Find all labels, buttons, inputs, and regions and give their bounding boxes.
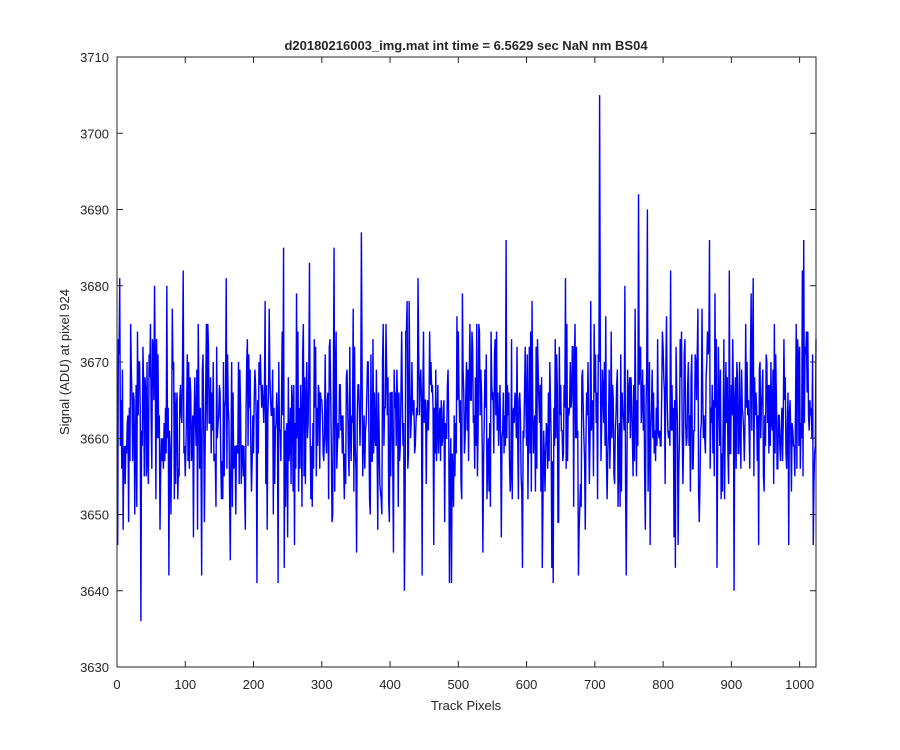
y-tick-label: 3680 xyxy=(80,279,109,294)
y-tick-label: 3690 xyxy=(80,203,109,218)
y-tick-label: 3630 xyxy=(80,660,109,675)
series-layer xyxy=(116,95,817,622)
y-tick-label: 3640 xyxy=(80,584,109,599)
x-tick-label: 600 xyxy=(516,677,538,692)
series-line xyxy=(116,95,817,622)
x-tick-label: 100 xyxy=(174,677,196,692)
x-tick-label: 800 xyxy=(652,677,674,692)
y-axis-label: Signal (ADU) at pixel 924 xyxy=(57,289,72,435)
y-axis: 3630 3640 3650 3660 3670 3680 3690 3700 3710 xyxy=(80,50,816,675)
x-tick-label: 700 xyxy=(584,677,606,692)
x-tick-label: 400 xyxy=(379,677,401,692)
x-tick-label: 1000 xyxy=(785,677,814,692)
y-tick-label: 3650 xyxy=(80,508,109,523)
x-axis: 0 100 200 300 400 500 600 700 800 900 1000 xyxy=(113,57,814,692)
y-tick-label: 3660 xyxy=(80,431,109,446)
x-tick-label: 0 xyxy=(113,677,120,692)
x-tick-label: 500 xyxy=(447,677,469,692)
x-tick-label: 300 xyxy=(311,677,333,692)
y-tick-label: 3700 xyxy=(80,126,109,141)
chart-title: d20180216003_img.mat int time = 6.5629 s… xyxy=(284,38,648,53)
y-tick-label: 3710 xyxy=(80,50,109,65)
y-tick-label: 3670 xyxy=(80,355,109,370)
x-axis-label: Track Pixels xyxy=(431,698,502,713)
x-tick-label: 900 xyxy=(721,677,743,692)
x-tick-label: 200 xyxy=(243,677,265,692)
